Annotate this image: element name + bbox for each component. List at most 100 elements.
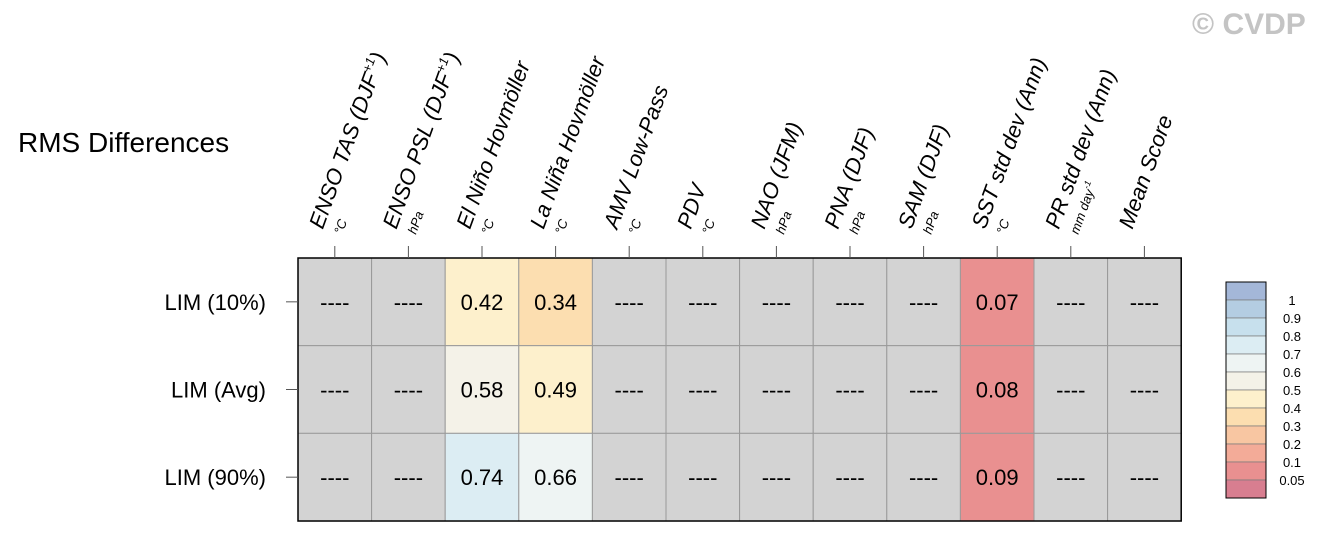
colorbar-label: 0.05 bbox=[1279, 473, 1304, 488]
heatmap-cell bbox=[591, 345, 667, 434]
cell-value-label: ---- bbox=[320, 465, 349, 490]
colorbar-swatch bbox=[1225, 389, 1267, 409]
row-label: LIM (Avg) bbox=[171, 378, 266, 403]
column-label-text: NAO (JFM) bbox=[746, 119, 808, 232]
heatmap-cell bbox=[886, 345, 961, 434]
cell-value-label: ---- bbox=[909, 290, 938, 315]
column-label: SAM (DJF)hPa bbox=[893, 121, 954, 236]
column-unit-main: hPa bbox=[773, 209, 795, 236]
heatmap-cell bbox=[444, 432, 520, 522]
column-unit-label: °C bbox=[625, 217, 644, 236]
heatmap-cell bbox=[1033, 345, 1109, 434]
column-unit-main: °C bbox=[625, 217, 644, 236]
column-unit-main: hPa bbox=[405, 209, 427, 236]
cell-value-label: ---- bbox=[1130, 465, 1159, 490]
cell-value-label: ---- bbox=[1056, 378, 1085, 403]
cell-value-label: ---- bbox=[1056, 465, 1085, 490]
column-unit-label: °C bbox=[552, 217, 571, 236]
cell-value-label: ---- bbox=[1056, 290, 1085, 315]
colorbar-swatch bbox=[1225, 353, 1267, 373]
cell-value-label: ---- bbox=[615, 290, 644, 315]
colorbar-label: 0.5 bbox=[1283, 383, 1301, 398]
column-label-superscript: +1 bbox=[359, 55, 378, 74]
column-unit-label: °C bbox=[699, 217, 718, 236]
heatmap-cell bbox=[959, 257, 1035, 347]
colorbar-swatch bbox=[1225, 281, 1267, 301]
cell-value-label: ---- bbox=[688, 290, 717, 315]
column-unit-label: hPa bbox=[846, 209, 868, 236]
heatmap-cell bbox=[739, 432, 814, 522]
cell-value-label: ---- bbox=[320, 378, 349, 403]
heatmap-cell bbox=[518, 345, 593, 434]
heatmap-cell bbox=[739, 345, 814, 434]
heatmap-cell bbox=[297, 345, 373, 434]
heatmap-cell bbox=[371, 345, 446, 434]
column-label-main: SST std dev (Ann) bbox=[966, 54, 1051, 231]
heatmap-cell bbox=[959, 345, 1035, 434]
cell-value-label: ---- bbox=[688, 378, 717, 403]
colorbar-swatch bbox=[1225, 335, 1267, 355]
column-unit-main: °C bbox=[331, 217, 350, 236]
cell-value-label: ---- bbox=[615, 465, 644, 490]
colorbar-label: 0.7 bbox=[1283, 347, 1301, 362]
column-unit-label: °C bbox=[478, 217, 497, 236]
column-label-text: ENSO TAS (DJF+1) bbox=[303, 48, 391, 231]
cell-value-label: 0.74 bbox=[461, 465, 504, 490]
colorbar-label: 0.1 bbox=[1283, 455, 1301, 470]
cell-value-label: ---- bbox=[1130, 378, 1159, 403]
cell-value-label: 0.07 bbox=[976, 290, 1019, 315]
heatmap-cell bbox=[518, 257, 593, 347]
column-label-text: SAM (DJF) bbox=[893, 121, 954, 232]
column-label-main: El Niño Hovmöller bbox=[451, 56, 535, 232]
cell-value-label: 0.58 bbox=[461, 378, 504, 403]
colorbar-label: 1 bbox=[1288, 293, 1295, 308]
column-label: PDV°C bbox=[672, 178, 718, 236]
colorbar-frame bbox=[1225, 281, 1267, 499]
column-label-main: SAM (DJF) bbox=[893, 121, 954, 232]
column-label-main: Mean Score bbox=[1114, 112, 1178, 232]
colorbar-swatch bbox=[1225, 443, 1267, 463]
cell-value-label: 0.66 bbox=[534, 465, 577, 490]
heatmap-cell bbox=[297, 257, 373, 347]
colorbar-swatch bbox=[1225, 317, 1267, 337]
column-unit-label: °C bbox=[331, 217, 350, 236]
cell-value-label: ---- bbox=[835, 465, 864, 490]
column-label-text: PNA (DJF) bbox=[819, 124, 879, 232]
cell-value-label: ---- bbox=[835, 290, 864, 315]
heatmap-cell bbox=[665, 345, 741, 434]
cell-value-label: ---- bbox=[394, 290, 423, 315]
cell-value-label: 0.08 bbox=[976, 378, 1019, 403]
colorbar-label: 0.8 bbox=[1283, 329, 1301, 344]
column-unit-main: °C bbox=[478, 217, 497, 236]
colorbar-swatch bbox=[1225, 407, 1267, 427]
chart-title: RMS Differences bbox=[18, 127, 230, 158]
cell-value-label: ---- bbox=[320, 290, 349, 315]
column-unit-main: °C bbox=[993, 217, 1012, 236]
heatmap-cell bbox=[371, 257, 446, 347]
column-unit-label: °C bbox=[993, 217, 1012, 236]
column-unit-label: hPa bbox=[773, 209, 795, 236]
column-unit-main: °C bbox=[699, 217, 718, 236]
column-label-main: AMV Low-Pass bbox=[598, 82, 674, 234]
column-label-text: La Niña Hovmöller bbox=[525, 52, 611, 232]
column-unit-label: hPa bbox=[920, 209, 942, 236]
cell-value-label: 0.09 bbox=[976, 465, 1019, 490]
colorbar-label: 0.2 bbox=[1283, 437, 1301, 452]
column-label-main: La Niña Hovmöller bbox=[525, 52, 611, 232]
column-label: PNA (DJF)hPa bbox=[819, 124, 879, 236]
column-label-main: NAO (JFM) bbox=[746, 119, 808, 232]
colorbar-swatch bbox=[1225, 371, 1267, 391]
column-label-text: Mean Score bbox=[1114, 112, 1178, 232]
heatmap-cell bbox=[1107, 257, 1182, 347]
column-unit-main: hPa bbox=[920, 209, 942, 236]
column-label-main: ENSO PSL (DJF bbox=[378, 68, 458, 232]
cell-value-label: 0.49 bbox=[534, 378, 577, 403]
column-label: Mean Score bbox=[1114, 112, 1178, 232]
cell-value-label: ---- bbox=[394, 378, 423, 403]
heatmap-cell bbox=[665, 257, 741, 347]
cell-value-label: ---- bbox=[394, 465, 423, 490]
colorbar-swatch bbox=[1225, 479, 1267, 499]
column-label-text: El Niño Hovmöller bbox=[451, 56, 535, 232]
row-label: LIM (90%) bbox=[165, 465, 266, 490]
